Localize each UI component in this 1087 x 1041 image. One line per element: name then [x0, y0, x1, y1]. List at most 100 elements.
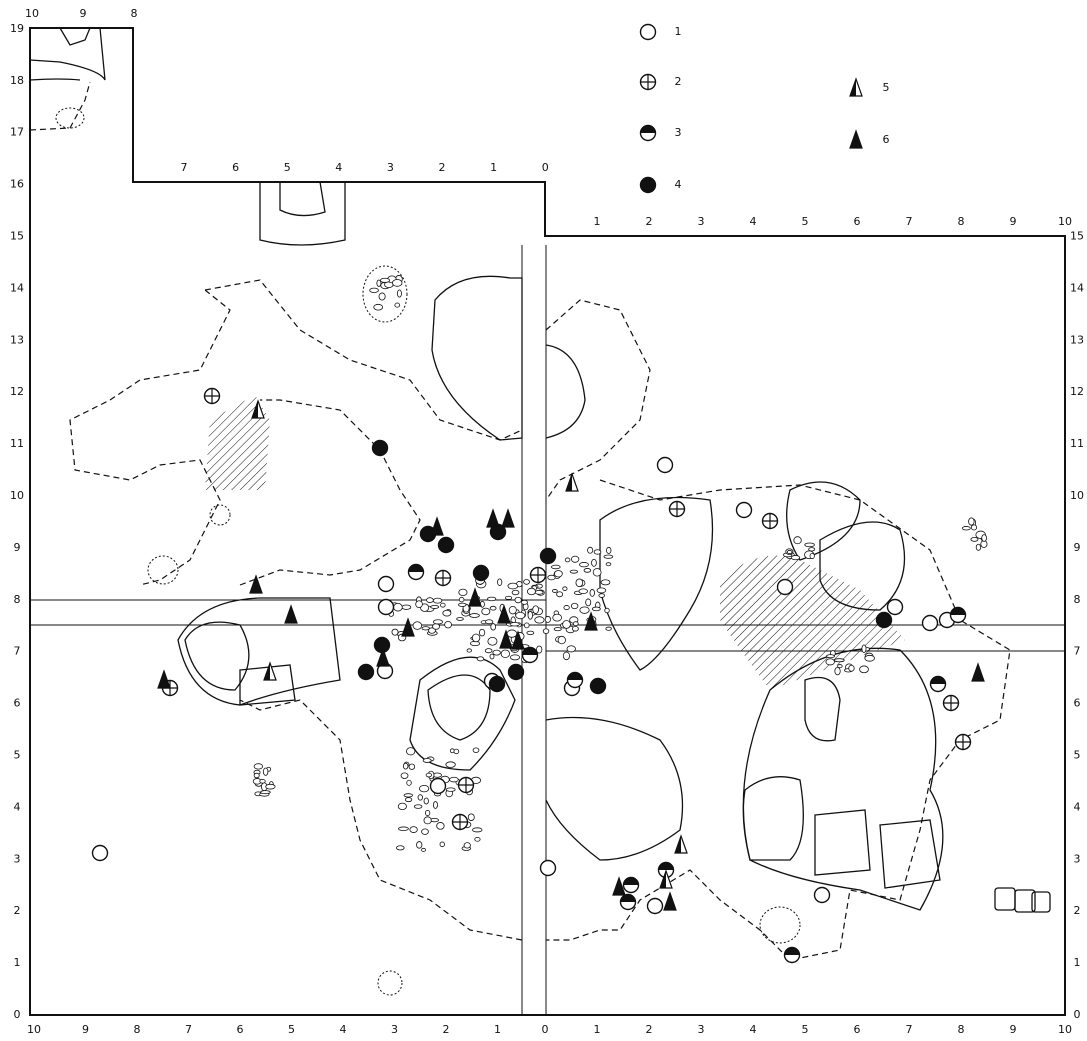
find-triangle — [612, 876, 626, 896]
stone — [542, 628, 550, 634]
scale-label: 8 — [14, 593, 21, 606]
stone — [544, 615, 551, 623]
scale-label: 13 — [10, 333, 24, 346]
stone — [547, 574, 556, 581]
stone — [472, 827, 483, 833]
find-circle — [377, 598, 395, 616]
scale-label: 18 — [10, 74, 24, 87]
stone — [490, 623, 496, 631]
scale-label: 6 — [237, 1023, 244, 1036]
find-circle — [776, 578, 794, 596]
half-fill — [784, 947, 800, 955]
stone — [593, 549, 602, 555]
find-triangle — [497, 604, 511, 624]
stone — [514, 596, 522, 604]
scale-label: 3 — [698, 1023, 705, 1036]
stone — [583, 568, 592, 573]
scale-label: 9 — [1074, 541, 1081, 554]
scale-label: 8 — [958, 1023, 965, 1036]
stone — [402, 762, 409, 770]
stone — [550, 564, 561, 570]
scale-label: 4 — [335, 161, 342, 174]
scale-label: 15 — [1070, 230, 1084, 243]
scale-label: 17 — [10, 126, 24, 139]
stone — [508, 606, 517, 615]
find-circle — [735, 501, 753, 519]
stone — [456, 617, 464, 621]
stone — [422, 758, 432, 763]
stone — [592, 568, 602, 577]
stone — [419, 784, 430, 793]
legend: 1 2 3 4 5 6 — [639, 23, 890, 194]
stone — [425, 772, 432, 778]
stone — [570, 602, 579, 610]
stone — [408, 763, 416, 770]
cross — [458, 777, 474, 793]
scale-label: 3 — [387, 161, 394, 174]
stone — [825, 658, 835, 666]
scale-label: 0 — [542, 161, 549, 174]
stone — [481, 607, 491, 616]
find-triangle — [511, 630, 525, 650]
stone — [497, 578, 503, 586]
scale-label: 6 — [14, 697, 21, 710]
scale-label: 8 — [134, 1023, 141, 1036]
stone — [432, 801, 438, 809]
stone — [562, 651, 570, 661]
scale-label: 8 — [1074, 593, 1081, 606]
stone — [825, 654, 835, 659]
stone — [605, 626, 612, 631]
half-fill — [930, 676, 946, 684]
stone — [396, 845, 405, 851]
stone — [604, 607, 610, 614]
find-circle — [639, 176, 657, 194]
scale-label: 0 — [14, 1008, 21, 1021]
stone — [432, 623, 440, 630]
scale-label: 6 — [854, 1023, 861, 1036]
stone — [421, 828, 429, 835]
stone — [505, 595, 513, 600]
stone — [487, 596, 497, 602]
stone — [398, 826, 409, 831]
stone — [489, 605, 497, 611]
scale-label: 6 — [1074, 697, 1081, 710]
stones — [252, 275, 988, 852]
stone — [423, 816, 432, 825]
stone — [463, 842, 471, 849]
stone — [458, 596, 465, 603]
scale-label: 12 — [10, 385, 24, 398]
stone — [591, 606, 601, 612]
stone — [553, 627, 562, 632]
stone — [578, 588, 588, 595]
stone — [262, 767, 269, 776]
legend-item: 3 — [639, 124, 682, 142]
stone — [569, 569, 579, 574]
scale-label: 7 — [1074, 645, 1081, 658]
stone — [392, 279, 403, 287]
legend-label: 3 — [675, 126, 682, 139]
scale-label: 7 — [906, 215, 913, 228]
find-circle — [437, 536, 455, 554]
stone — [406, 779, 412, 786]
find-triangle — [584, 611, 598, 631]
stone — [556, 591, 564, 598]
find-circle — [472, 564, 490, 582]
legend-label: 4 — [675, 178, 682, 191]
find-triangle — [284, 604, 298, 624]
stone — [837, 664, 843, 669]
stone — [598, 593, 606, 598]
scale-label: 5 — [802, 215, 809, 228]
stone — [489, 653, 495, 660]
half-fill — [640, 125, 656, 133]
cross — [452, 814, 468, 830]
stone — [790, 555, 801, 561]
cross — [530, 567, 546, 583]
legend-label: 1 — [675, 25, 682, 38]
stone — [591, 558, 597, 567]
cross — [204, 388, 220, 404]
stone — [413, 804, 423, 809]
find-circle — [429, 777, 447, 795]
stone — [596, 587, 607, 594]
stone — [421, 847, 426, 852]
stone — [453, 748, 460, 755]
